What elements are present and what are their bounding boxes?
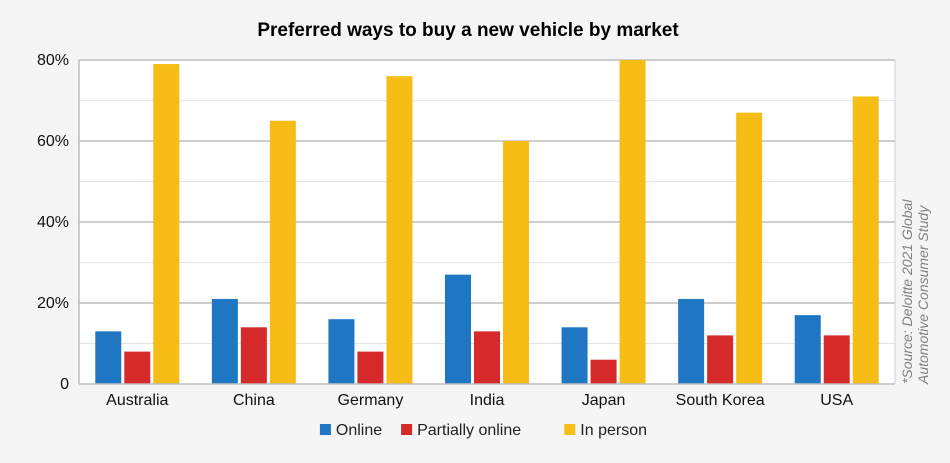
bar-partially-online (590, 359, 617, 384)
bar-partially-online (707, 335, 734, 384)
bar-in-person (736, 112, 763, 385)
y-tick-label: 80% (37, 52, 69, 69)
legend-label: In person (580, 422, 647, 439)
legend-label: Partially online (417, 422, 521, 439)
bar-in-person (386, 76, 413, 384)
y-tick-label: 40% (37, 214, 69, 231)
bar-partially-online (124, 351, 151, 384)
bar-online (794, 315, 821, 384)
x-tick-label: Germany (338, 392, 404, 409)
bar-in-person (153, 64, 180, 385)
x-tick-label: China (233, 392, 275, 409)
bar-online (445, 274, 471, 384)
source-note-line2: Automotive Consumer Study (915, 205, 931, 385)
bar-in-person (852, 96, 879, 384)
legend-swatch (319, 424, 331, 435)
y-tick-label: 60% (37, 133, 69, 150)
x-tick-label: India (470, 392, 505, 409)
chart-title: Preferred ways to buy a new vehicle by m… (257, 20, 679, 41)
bar-online (678, 298, 705, 384)
legend-swatch (564, 424, 576, 435)
x-tick-label: USA (820, 392, 853, 409)
y-tick-label: 0 (60, 376, 69, 393)
bar-online (95, 331, 122, 384)
y-tick-label: 20% (37, 295, 69, 312)
bar-partially-online (474, 331, 500, 384)
legend-swatch (401, 424, 413, 435)
bar-partially-online (357, 351, 384, 384)
source-note: *Source: Deloitte 2021 Global Automotive… (899, 199, 931, 385)
x-tick-label: Australia (106, 392, 168, 409)
bar-in-person (503, 141, 529, 384)
x-tick-label: Japan (582, 392, 626, 409)
bar-in-person (269, 120, 296, 384)
bars (95, 60, 879, 385)
bar-partially-online (240, 327, 267, 384)
source-note-line1: *Source: Deloitte 2021 Global (899, 199, 915, 384)
legend: Online Partially online In person (319, 422, 647, 439)
bar-in-person (619, 60, 646, 384)
axes: 0 20% 40% 60% 80% Australia China Germany India J… (37, 52, 896, 409)
bar-partially-online (823, 335, 850, 384)
bar-online (328, 319, 355, 384)
x-tick-label: South Korea (676, 392, 765, 409)
bar-online (211, 298, 238, 384)
bar-online (561, 327, 588, 384)
legend-label: Online (336, 422, 382, 439)
